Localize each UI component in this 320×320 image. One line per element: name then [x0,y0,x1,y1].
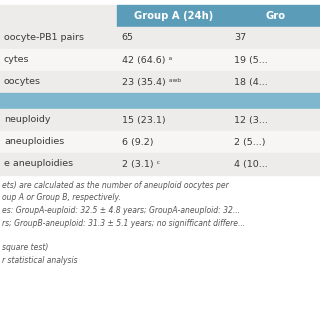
Text: 4 (10...: 4 (10... [234,159,268,169]
Text: rs; GroupB-aneuploid: 31.3 ± 5.1 years; no signifficant differe...: rs; GroupB-aneuploid: 31.3 ± 5.1 years; … [2,219,245,228]
Text: oocytes: oocytes [4,77,41,86]
Text: neuploidy: neuploidy [4,116,51,124]
Bar [117,5,230,27]
Bar [230,153,320,175]
Text: 19 (5...: 19 (5... [234,55,268,65]
Text: es: GroupA-euploid: 32.5 ± 4.8 years; GroupA-aneuploid: 32...: es: GroupA-euploid: 32.5 ± 4.8 years; Gr… [2,206,240,215]
Bar [0,27,117,49]
Text: 65: 65 [122,34,134,43]
Bar [117,71,230,93]
Bar [117,109,230,131]
Text: 37: 37 [234,34,246,43]
Text: oup A or Group B, respectively.: oup A or Group B, respectively. [2,194,121,203]
Bar [230,131,320,153]
Bar [0,93,117,109]
Bar [0,131,117,153]
Text: 23 (35.4) ᵃʷᵇ: 23 (35.4) ᵃʷᵇ [122,77,181,86]
Text: square test): square test) [2,244,48,252]
Text: aneuploidies: aneuploidies [4,138,64,147]
Bar [117,131,230,153]
Bar [117,49,230,71]
Bar [0,71,117,93]
Bar [230,5,320,27]
Bar [117,93,230,109]
Text: oocyte-PB1 pairs: oocyte-PB1 pairs [4,34,84,43]
Text: 15 (23.1): 15 (23.1) [122,116,165,124]
Text: e aneuploidies: e aneuploidies [4,159,73,169]
Bar [0,109,117,131]
Bar [230,27,320,49]
Bar [0,153,117,175]
Bar [230,109,320,131]
Text: 12 (3...: 12 (3... [234,116,268,124]
Text: Group A (24h): Group A (24h) [134,11,213,21]
Text: 6 (9.2): 6 (9.2) [122,138,153,147]
Text: 2 (5...): 2 (5...) [234,138,266,147]
Text: 2 (3.1) ᶜ: 2 (3.1) ᶜ [122,159,160,169]
Bar [0,5,117,27]
Text: cytes: cytes [4,55,29,65]
Text: 42 (64.6) ᵃ: 42 (64.6) ᵃ [122,55,172,65]
Text: 18 (4...: 18 (4... [234,77,268,86]
Bar [117,153,230,175]
Text: ets) are calculated as the number of aneuploid oocytes per: ets) are calculated as the number of ane… [2,181,229,190]
Bar [0,49,117,71]
Bar [230,49,320,71]
Bar [117,27,230,49]
Bar [230,71,320,93]
Text: r statistical analysis: r statistical analysis [2,256,78,265]
Text: Gro: Gro [265,11,285,21]
Bar [230,93,320,109]
